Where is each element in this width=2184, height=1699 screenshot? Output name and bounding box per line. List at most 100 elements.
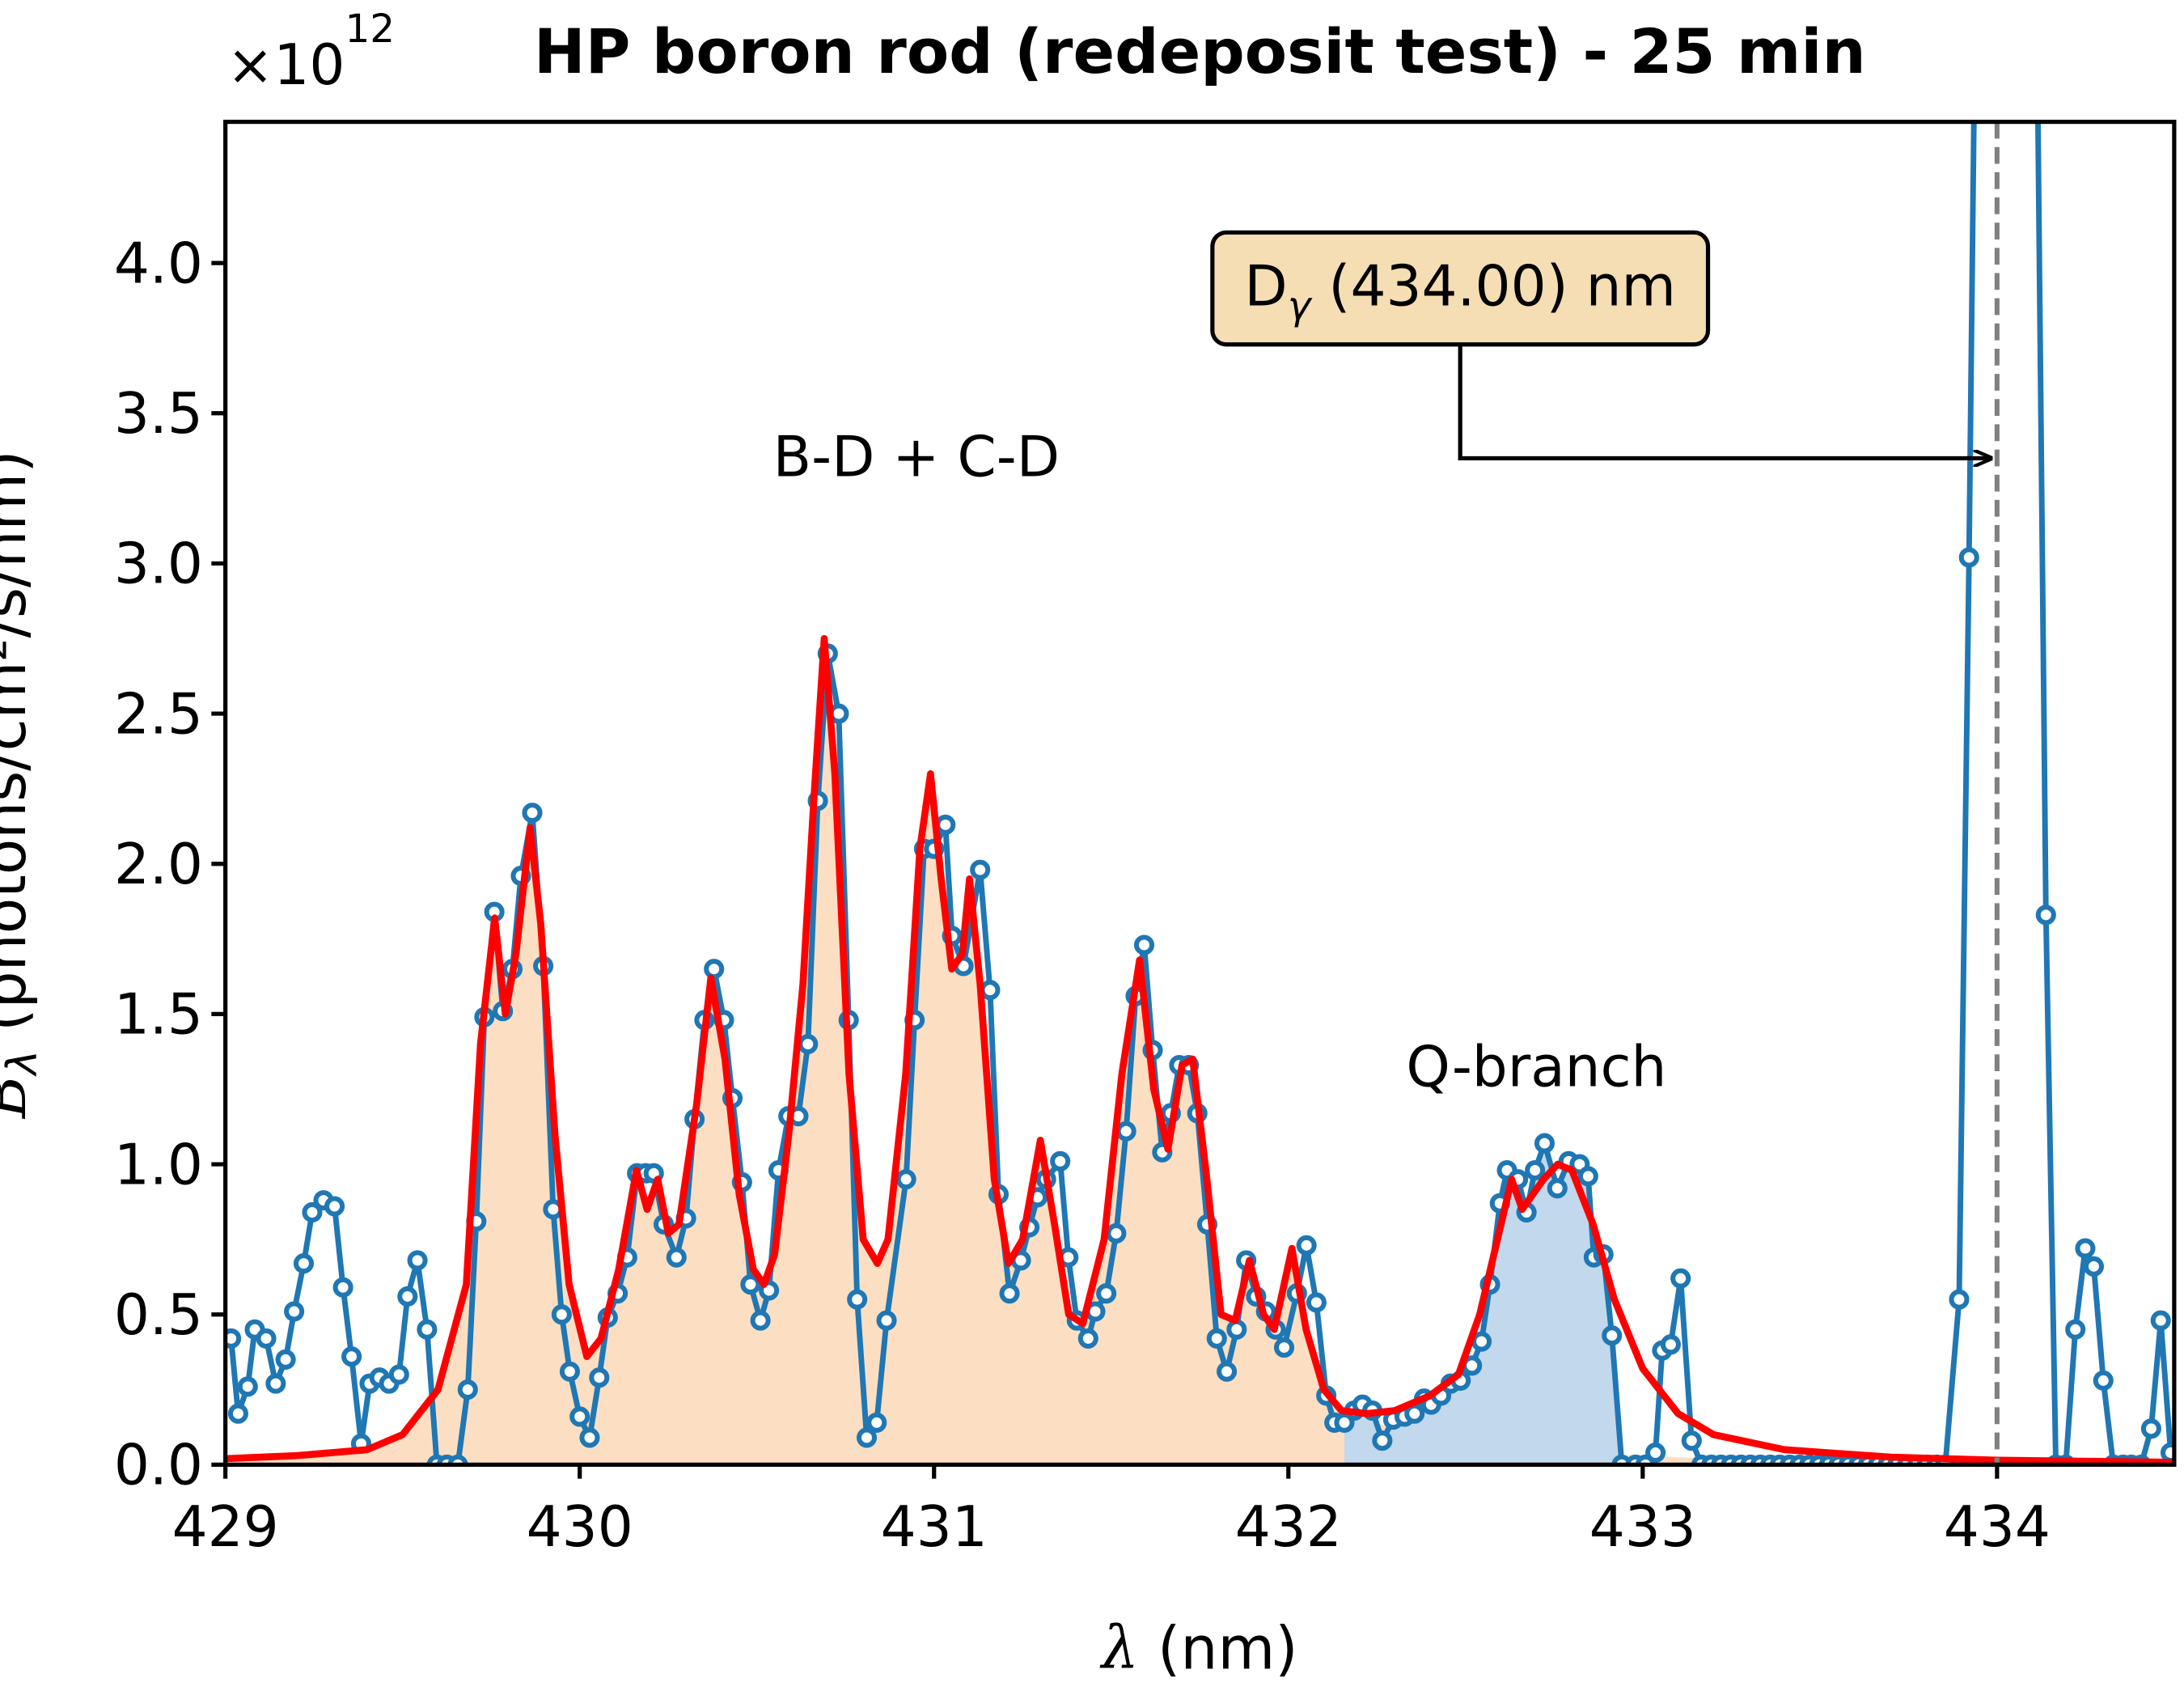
data-point [1471, 1331, 1492, 1352]
data-point [1958, 547, 1979, 568]
annotation-box [1210, 230, 1711, 347]
data-point [2150, 1310, 2171, 1331]
x-tick-label: 430 [527, 1495, 633, 1560]
data-point [1577, 1166, 1598, 1187]
data-point [457, 1379, 478, 1400]
x-units: (nm) [1158, 1615, 1298, 1683]
y-units: (photons/cm²/s/nm) [0, 450, 40, 1031]
data-point [1334, 1412, 1355, 1433]
data-point [284, 1301, 305, 1322]
data-point [1077, 1328, 1098, 1349]
data-point [579, 1427, 600, 1448]
data-point [2035, 905, 2056, 926]
data-point [397, 1286, 418, 1307]
annotation-symbol: D [1244, 254, 1287, 319]
x-symbol: λ [1099, 1614, 1139, 1682]
data-point [341, 1346, 362, 1367]
data-point [1534, 1133, 1555, 1154]
y-axis-label: Bλ (photons/cm²/s/nm) [0, 450, 51, 1120]
chart-title: HP boron rod (redeposit test) - 25 min [534, 15, 1866, 87]
data-point [227, 1403, 248, 1424]
data-point [256, 1328, 277, 1349]
data-point [750, 1310, 771, 1331]
data-point [302, 1201, 323, 1223]
annotation-subscript: γ [1288, 284, 1313, 329]
data-point [569, 1406, 590, 1427]
data-point [1525, 1159, 1546, 1181]
data-point [275, 1349, 296, 1370]
axes: 429 430 431 432 433 434 0.0 0.5 1.0 1.5 2.0 2.5 3.0 3… [114, 231, 2051, 1559]
data-point [2075, 1238, 2096, 1259]
y-tick-label: 3.0 [114, 532, 203, 597]
data-point [2140, 1418, 2161, 1439]
data-point [293, 1253, 315, 1274]
data-point [1670, 1268, 1691, 1289]
data-point [1050, 1150, 1071, 1172]
data-point [522, 803, 543, 824]
data-point [324, 1196, 345, 1217]
annotation-label: Q-branch [1406, 1036, 1666, 1100]
plot-area [225, 121, 2174, 1465]
data-point [237, 1376, 258, 1397]
data-point [798, 1033, 819, 1055]
data-point [866, 1412, 887, 1433]
data-point [332, 1277, 353, 1298]
y-tick-label: 2.0 [114, 833, 203, 897]
annotation-arrow [1458, 344, 1991, 459]
data-point [895, 1169, 916, 1190]
y-tick-label: 3.5 [114, 382, 203, 447]
data-point [407, 1250, 428, 1271]
y-subscript: λ [0, 1050, 47, 1078]
y-tick-label: 0.0 [114, 1434, 203, 1498]
data-point [1096, 1283, 1117, 1304]
data-point [388, 1364, 409, 1385]
data-point [1547, 1178, 1568, 1199]
data-point [704, 959, 725, 980]
data-point [980, 980, 1001, 1001]
data-point [1645, 1442, 1666, 1464]
x-tick-label: 429 [172, 1495, 279, 1560]
annotation-text: (434.00) nm [1328, 254, 1676, 319]
data-point [2093, 1370, 2114, 1391]
data-point [1372, 1430, 1393, 1451]
data-point [225, 1328, 242, 1349]
annotations: Dγ (434.00) nm B-D + C-D Q-branch [773, 230, 1991, 1100]
data-point [1106, 1222, 1127, 1244]
annotation-label: B-D + C-D [773, 426, 1060, 490]
series-fill [1344, 1143, 1622, 1465]
data-point [559, 1361, 580, 1382]
data-point [1681, 1430, 1702, 1451]
data-point [970, 859, 991, 880]
data-point [1217, 1361, 1238, 1382]
x-tick-label: 432 [1235, 1495, 1342, 1560]
data-point [551, 1304, 572, 1325]
data-point [1949, 1289, 1970, 1310]
annotation-label: Dγ (434.00) nm [1244, 254, 1676, 333]
data-point [1602, 1325, 1623, 1346]
data-point [1133, 934, 1155, 955]
data-point [1226, 1319, 1247, 1340]
offset-exponent: 12 [345, 6, 395, 52]
data-point [1306, 1292, 1327, 1313]
y-tick-label: 1.5 [114, 983, 203, 1048]
data-point [417, 1319, 438, 1340]
data-point [999, 1283, 1020, 1304]
x-tick-label: 433 [1589, 1495, 1696, 1560]
y-tick-label: 4.0 [114, 231, 203, 296]
data-point [935, 814, 956, 836]
data-point [847, 1289, 868, 1310]
series-line [225, 634, 2174, 1465]
offset-base: ×10 [226, 33, 345, 98]
y-tick-label: 0.5 [114, 1283, 203, 1348]
offset-text: ×1012 [226, 6, 395, 98]
data-point [876, 1310, 897, 1331]
data-point [1206, 1328, 1227, 1349]
data-point [2083, 1256, 2104, 1277]
x-axis-label: λ (nm) [1099, 1614, 1298, 1683]
data-point [740, 1274, 761, 1295]
data-point [2065, 1319, 2086, 1340]
y-symbol: B [0, 1075, 40, 1120]
component-area [225, 638, 2174, 1465]
y-tick-label: 1.0 [114, 1133, 203, 1197]
